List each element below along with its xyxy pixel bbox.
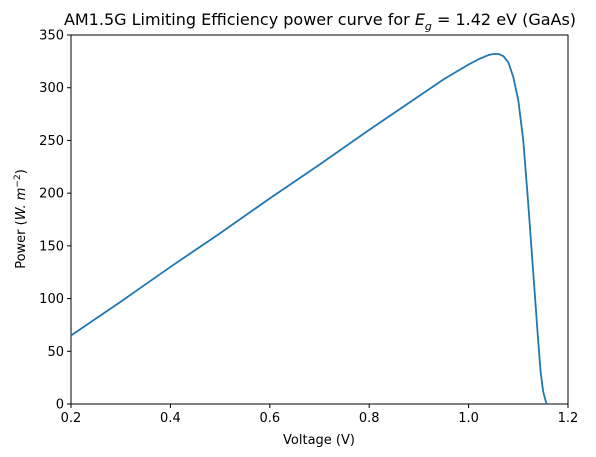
- power-curve-line: [70, 53, 548, 405]
- y-axis-label-prefix: Power (: [14, 220, 29, 269]
- chart-title: AM1.5G Limiting Efficiency power curve f…: [64, 10, 576, 33]
- y-tick-label: 250: [39, 134, 64, 149]
- y-axis-label-unit: W. m: [14, 188, 29, 221]
- x-axis-ticks: 0.2 0.4 0.6 0.8 1.0 1.2: [61, 404, 579, 426]
- y-tick-label: 300: [39, 81, 64, 96]
- y-axis-label: Power (W. m−2): [13, 169, 29, 269]
- series-layer: [70, 53, 548, 405]
- y-tick-label: 200: [39, 187, 64, 202]
- y-axis-label-exponent: −2: [13, 174, 23, 187]
- x-tick-label: 0.6: [259, 411, 280, 426]
- y-tick-label: 0: [56, 398, 64, 413]
- y-tick-label: 100: [39, 292, 64, 307]
- y-axis-label-suffix: ): [14, 169, 29, 174]
- plot-frame: [70, 34, 569, 405]
- x-tick-label: 1.2: [558, 411, 579, 426]
- x-tick-label: 0.4: [160, 411, 181, 426]
- y-tick-label: 50: [47, 345, 64, 360]
- x-axis-label: Voltage (V): [283, 433, 355, 448]
- y-tick-label: 350: [39, 29, 64, 44]
- chart-title-subscript: g: [425, 20, 432, 33]
- x-tick-label: 0.2: [61, 411, 82, 426]
- y-tick-label: 150: [39, 239, 64, 254]
- chart-title-symbol: E: [415, 10, 426, 29]
- chart-title-suffix: = 1.42 eV (GaAs): [432, 10, 576, 29]
- chart-title-prefix: AM1.5G Limiting Efficiency power curve f…: [64, 10, 415, 29]
- y-axis-ticks: 0 50 100 150 200 250 300 350: [39, 29, 71, 413]
- x-tick-label: 0.8: [359, 411, 380, 426]
- x-tick-label: 1.0: [458, 411, 479, 426]
